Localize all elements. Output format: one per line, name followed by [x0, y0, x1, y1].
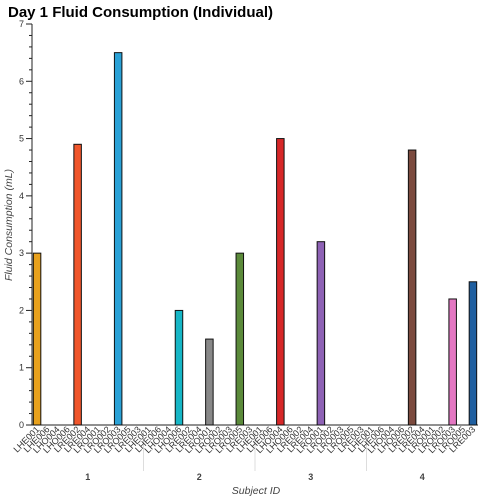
- y-tick-label: 2: [19, 305, 24, 315]
- y-tick-label: 5: [19, 134, 24, 144]
- y-tick-label: 3: [19, 248, 24, 258]
- bar: [73, 143, 82, 426]
- y-tick-label: 0: [19, 420, 24, 430]
- bar: [448, 298, 457, 426]
- group-labels: 1 2 3 4: [85, 472, 425, 482]
- y-tick-label: 7: [19, 19, 24, 29]
- bar: [407, 149, 417, 426]
- axes: 0 1 2 3 4 5 6 7: [19, 19, 478, 471]
- group-label: 2: [197, 472, 202, 482]
- x-axis-title: Subject ID: [232, 485, 281, 497]
- group-label: 4: [420, 472, 425, 482]
- y-axis-title: Fluid Consumption (mL): [3, 169, 15, 281]
- y-tick-label: 1: [19, 363, 24, 373]
- x-tick-labels: LHE001LHE006LHO004LHO006LRE002LRE004LRO0…: [11, 424, 477, 455]
- bar: [174, 309, 184, 426]
- bar: [276, 138, 285, 426]
- group-label: 1: [85, 472, 90, 482]
- group-label: 3: [308, 472, 313, 482]
- bar: [113, 52, 123, 426]
- bar: [316, 241, 326, 426]
- chart-title: Day 1 Fluid Consumption (Individual): [8, 4, 273, 21]
- bar: [235, 252, 245, 426]
- bar: [468, 281, 478, 426]
- bar: [205, 338, 214, 426]
- y-tick-label: 6: [19, 76, 24, 86]
- bars: [32, 52, 478, 426]
- bar: [32, 252, 42, 426]
- y-tick-label: 4: [19, 191, 24, 201]
